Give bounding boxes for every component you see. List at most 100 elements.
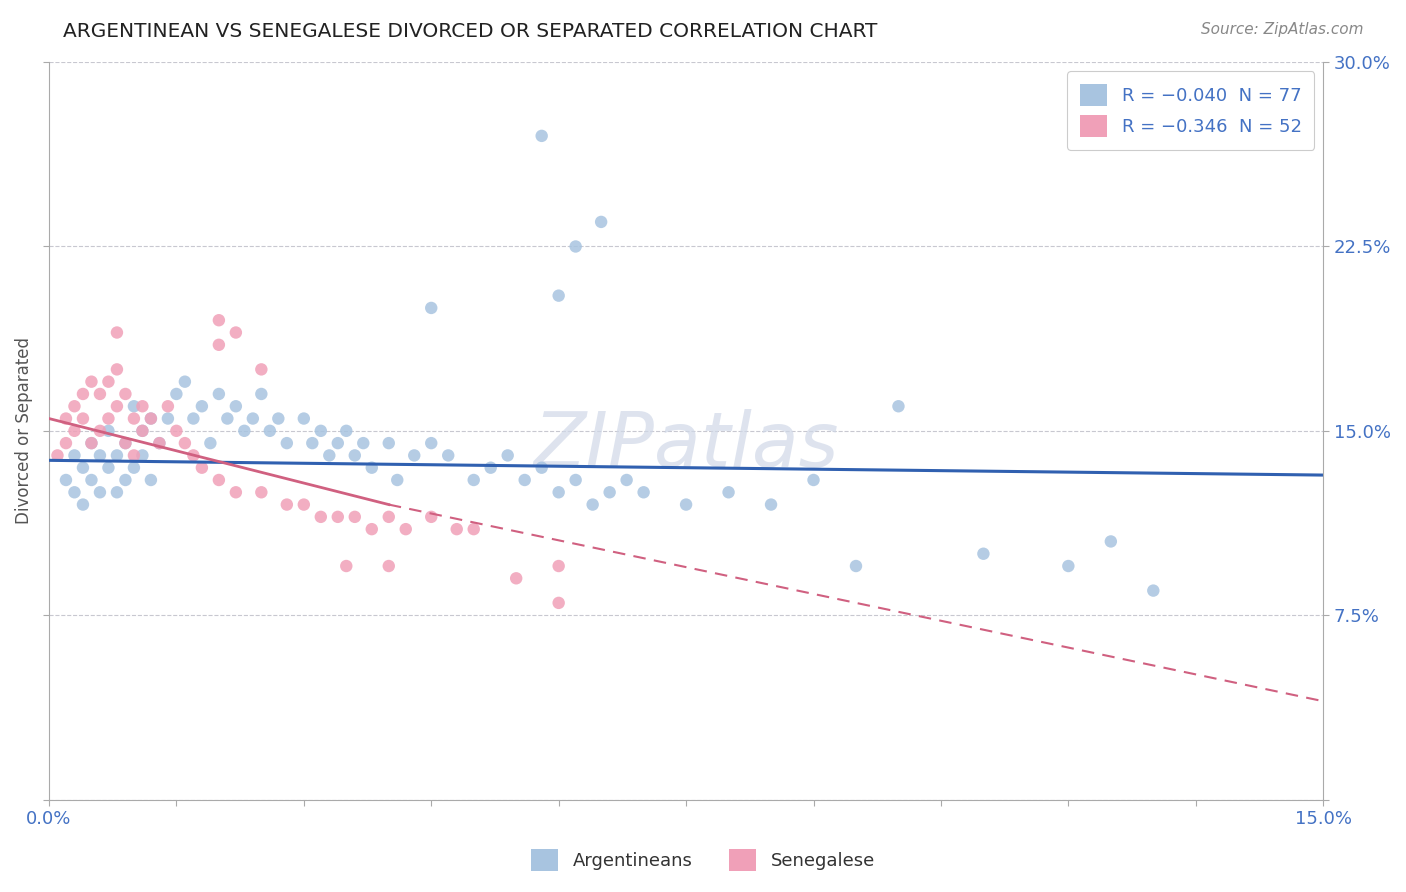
Point	[513, 473, 536, 487]
Point	[352, 436, 374, 450]
Point	[582, 498, 605, 512]
Point	[63, 449, 86, 463]
Point	[360, 460, 382, 475]
Point	[233, 424, 256, 438]
Point	[591, 215, 613, 229]
Point	[139, 411, 162, 425]
Point	[89, 424, 111, 438]
Point	[72, 460, 94, 475]
Point	[420, 301, 443, 315]
Point	[148, 436, 170, 450]
Point	[564, 473, 586, 487]
Point	[250, 485, 273, 500]
Point	[46, 449, 69, 463]
Point	[463, 522, 485, 536]
Point	[360, 522, 382, 536]
Point	[242, 411, 264, 425]
Point	[972, 547, 994, 561]
Point	[343, 449, 366, 463]
Point	[759, 498, 782, 512]
Point	[122, 449, 145, 463]
Point	[547, 596, 569, 610]
Point	[803, 473, 825, 487]
Text: ARGENTINEAN VS SENEGALESE DIVORCED OR SEPARATED CORRELATION CHART: ARGENTINEAN VS SENEGALESE DIVORCED OR SE…	[63, 22, 877, 41]
Point	[887, 399, 910, 413]
Legend: R = −0.040  N = 77, R = −0.346  N = 52: R = −0.040 N = 77, R = −0.346 N = 52	[1067, 71, 1315, 150]
Point	[463, 473, 485, 487]
Point	[479, 460, 502, 475]
Point	[80, 473, 103, 487]
Point	[114, 436, 136, 450]
Point	[395, 522, 418, 536]
Point	[105, 362, 128, 376]
Point	[326, 509, 349, 524]
Point	[114, 473, 136, 487]
Point	[225, 399, 247, 413]
Point	[105, 326, 128, 340]
Point	[80, 436, 103, 450]
Point	[122, 411, 145, 425]
Point	[309, 509, 332, 524]
Point	[378, 509, 401, 524]
Point	[616, 473, 638, 487]
Point	[97, 460, 120, 475]
Point	[72, 387, 94, 401]
Point	[105, 449, 128, 463]
Point	[547, 559, 569, 574]
Point	[80, 436, 103, 450]
Point	[80, 375, 103, 389]
Point	[97, 411, 120, 425]
Point	[292, 498, 315, 512]
Point	[55, 436, 77, 450]
Point	[378, 559, 401, 574]
Point	[191, 399, 214, 413]
Point	[63, 424, 86, 438]
Point	[387, 473, 409, 487]
Point	[63, 399, 86, 413]
Point	[217, 411, 239, 425]
Point	[547, 485, 569, 500]
Point	[675, 498, 697, 512]
Point	[122, 399, 145, 413]
Point	[156, 399, 179, 413]
Point	[318, 449, 340, 463]
Point	[105, 485, 128, 500]
Point	[404, 449, 426, 463]
Point	[89, 387, 111, 401]
Point	[437, 449, 460, 463]
Y-axis label: Divorced or Separated: Divorced or Separated	[15, 337, 32, 524]
Point	[530, 128, 553, 143]
Point	[208, 473, 231, 487]
Point	[717, 485, 740, 500]
Point	[225, 326, 247, 340]
Point	[530, 460, 553, 475]
Point	[378, 436, 401, 450]
Point	[97, 424, 120, 438]
Point	[174, 375, 197, 389]
Point	[55, 411, 77, 425]
Point	[208, 313, 231, 327]
Point	[165, 387, 187, 401]
Point	[564, 239, 586, 253]
Point	[200, 436, 222, 450]
Point	[326, 436, 349, 450]
Point	[105, 399, 128, 413]
Point	[547, 288, 569, 302]
Point	[89, 485, 111, 500]
Point	[72, 411, 94, 425]
Point	[250, 362, 273, 376]
Text: ZIP​atlas: ZIP​atlas	[533, 409, 839, 483]
Point	[1057, 559, 1080, 574]
Point	[89, 449, 111, 463]
Text: Source: ZipAtlas.com: Source: ZipAtlas.com	[1201, 22, 1364, 37]
Point	[633, 485, 655, 500]
Point	[446, 522, 468, 536]
Point	[1142, 583, 1164, 598]
Point	[335, 424, 357, 438]
Point	[183, 449, 205, 463]
Point	[208, 338, 231, 352]
Point	[183, 411, 205, 425]
Point	[174, 436, 197, 450]
Point	[267, 411, 290, 425]
Point	[72, 498, 94, 512]
